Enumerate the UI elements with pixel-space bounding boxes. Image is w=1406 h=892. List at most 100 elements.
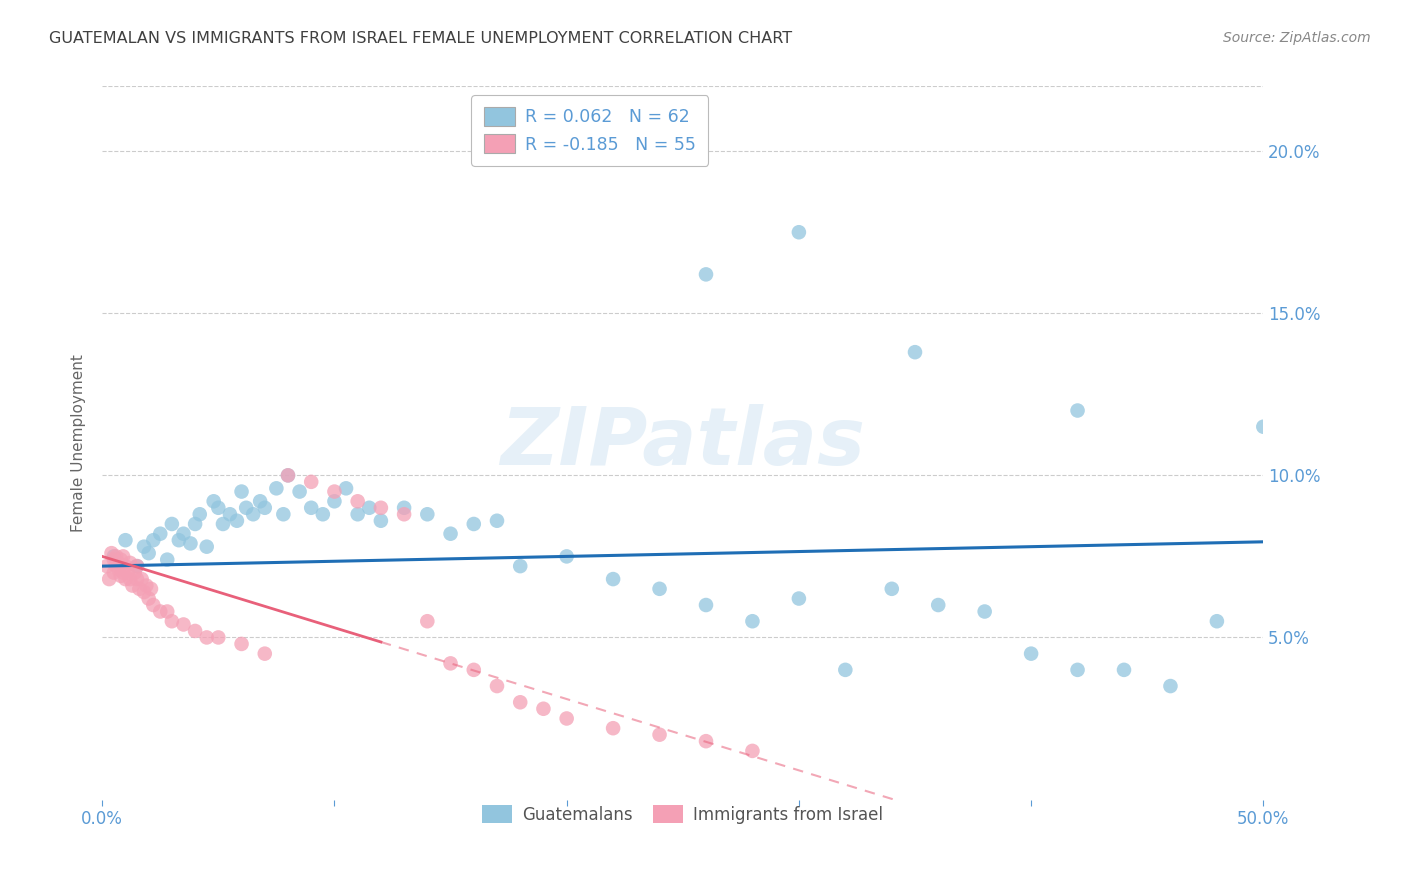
Point — [346, 508, 368, 522]
Point — [277, 468, 299, 483]
Point — [103, 566, 125, 580]
Point — [139, 582, 162, 596]
Point — [212, 516, 235, 531]
Point — [288, 484, 311, 499]
Point — [156, 552, 179, 566]
Point — [132, 540, 155, 554]
Point — [1253, 419, 1275, 434]
Point — [207, 631, 229, 645]
Point — [648, 728, 671, 742]
Legend: Guatemalans, Immigrants from Israel: Guatemalans, Immigrants from Israel — [472, 796, 893, 834]
Point — [392, 508, 415, 522]
Point — [231, 637, 253, 651]
Point — [463, 516, 485, 531]
Point — [107, 562, 129, 576]
Point — [1066, 403, 1088, 417]
Point — [299, 475, 322, 489]
Point — [323, 494, 346, 508]
Point — [439, 526, 461, 541]
Point — [1019, 647, 1042, 661]
Point — [299, 500, 322, 515]
Point — [105, 559, 128, 574]
Point — [114, 533, 136, 548]
Point — [648, 582, 671, 596]
Point — [602, 572, 624, 586]
Point — [173, 617, 195, 632]
Y-axis label: Female Unemployment: Female Unemployment — [72, 354, 86, 532]
Point — [416, 508, 439, 522]
Point — [695, 598, 717, 612]
Text: GUATEMALAN VS IMMIGRANTS FROM ISRAEL FEMALE UNEMPLOYMENT CORRELATION CHART: GUATEMALAN VS IMMIGRANTS FROM ISRAEL FEM… — [49, 31, 793, 46]
Point — [112, 566, 135, 580]
Point — [149, 605, 172, 619]
Point — [120, 556, 142, 570]
Point — [312, 508, 335, 522]
Point — [125, 559, 148, 574]
Point — [242, 508, 264, 522]
Point — [167, 533, 190, 548]
Point — [98, 572, 121, 586]
Point — [132, 585, 155, 599]
Text: ZIPatlas: ZIPatlas — [501, 404, 865, 482]
Point — [266, 481, 288, 495]
Point — [135, 578, 157, 592]
Point — [195, 631, 218, 645]
Point — [114, 559, 136, 574]
Point — [787, 225, 810, 239]
Point — [105, 549, 128, 564]
Point — [392, 500, 415, 515]
Point — [110, 552, 132, 566]
Point — [323, 484, 346, 499]
Point — [188, 508, 211, 522]
Point — [179, 536, 201, 550]
Point — [370, 514, 392, 528]
Point — [142, 533, 165, 548]
Point — [439, 657, 461, 671]
Point — [124, 566, 146, 580]
Point — [235, 500, 257, 515]
Point — [184, 624, 207, 638]
Point — [131, 572, 153, 586]
Point — [117, 566, 139, 580]
Point — [695, 734, 717, 748]
Point — [1159, 679, 1181, 693]
Point — [195, 540, 218, 554]
Point — [509, 559, 531, 574]
Point — [277, 468, 299, 483]
Point — [107, 556, 129, 570]
Point — [904, 345, 927, 359]
Point — [834, 663, 856, 677]
Point — [202, 494, 225, 508]
Text: Source: ZipAtlas.com: Source: ZipAtlas.com — [1223, 31, 1371, 45]
Point — [138, 546, 160, 560]
Point — [1066, 663, 1088, 677]
Point — [160, 614, 183, 628]
Point — [509, 695, 531, 709]
Point — [485, 514, 508, 528]
Point — [110, 569, 132, 583]
Point — [156, 605, 179, 619]
Point — [112, 549, 135, 564]
Point — [142, 598, 165, 612]
Point — [555, 549, 578, 564]
Point — [103, 552, 125, 566]
Point — [184, 516, 207, 531]
Point — [1112, 663, 1135, 677]
Point — [463, 663, 485, 677]
Point — [125, 559, 148, 574]
Point — [1206, 614, 1229, 628]
Point — [96, 559, 118, 574]
Point — [787, 591, 810, 606]
Point — [346, 494, 368, 508]
Point — [173, 526, 195, 541]
Point — [741, 744, 763, 758]
Point — [602, 721, 624, 735]
Point — [927, 598, 949, 612]
Point — [741, 614, 763, 628]
Point — [231, 484, 253, 499]
Point — [138, 591, 160, 606]
Point — [100, 546, 122, 560]
Point — [973, 605, 995, 619]
Point — [485, 679, 508, 693]
Point — [114, 572, 136, 586]
